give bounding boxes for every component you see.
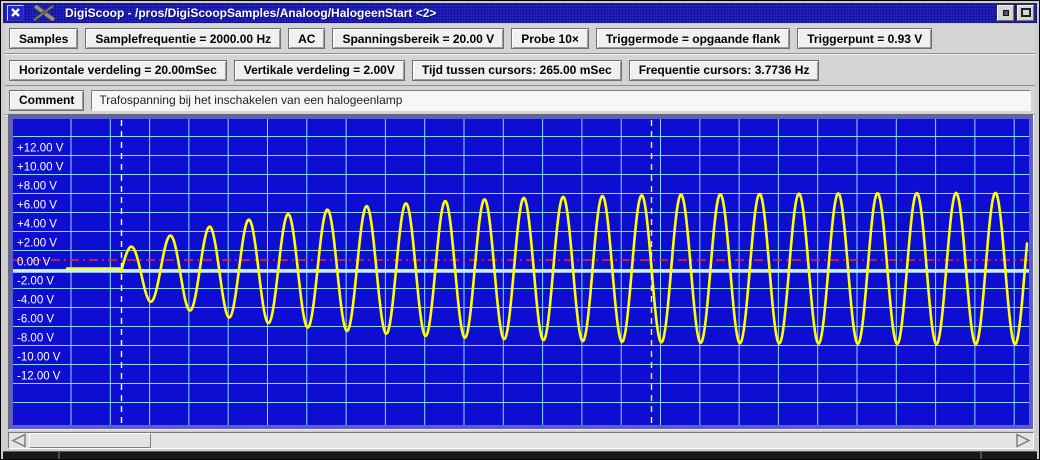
maximize-icon	[1020, 8, 1031, 17]
scope-plot[interactable]: +12.00 V +10.00 V +8.00 V +6.00 V +4.00 V +2.…	[13, 119, 1029, 425]
window-bottom-handle[interactable]	[3, 451, 1037, 459]
close-button[interactable]	[7, 4, 24, 21]
scroll-right-arrow[interactable]	[1014, 433, 1032, 448]
horizontale-verdeling-display[interactable]: Horizontale verdeling = 20.00mSec	[9, 59, 227, 81]
scrollbar-thumb[interactable]	[29, 433, 151, 448]
voltage-tick-label: +6.00 V	[17, 200, 57, 212]
samplefrequentie-display[interactable]: Samplefrequentie = 2000.00 Hz	[85, 28, 282, 49]
title-bar[interactable]: DigiScoop - /pros/DigiScoopSamples/Analo…	[3, 3, 1037, 23]
voltage-tick-label: -6.00 V	[17, 314, 54, 326]
toolbar-row2: Horizontale verdeling = 20.00mSec Vertika…	[5, 55, 1035, 85]
voltage-tick-label: 0.00 V	[17, 257, 51, 269]
handle-notch-left	[58, 452, 60, 459]
voltage-tick-label: -2.00 V	[17, 276, 54, 288]
triggermode-display[interactable]: Triggermode = opgaande flank	[595, 28, 791, 49]
voltage-tick-label: -8.00 V	[17, 333, 54, 345]
frequentie-cursors-display[interactable]: Frequentie cursors: 3.7736 Hz	[628, 59, 820, 81]
voltage-tick-label: +10.00 V	[17, 162, 64, 174]
tijd-tussen-cursors-display[interactable]: Tijd tussen cursors: 265.00 mSec	[411, 59, 622, 81]
handle-notch-right	[980, 452, 982, 459]
oscilloscope-display[interactable]: +12.00 V +10.00 V +8.00 V +6.00 V +4.00 V +2.…	[8, 114, 1034, 430]
voltage-tick-label: +2.00 V	[17, 238, 57, 250]
scroll-left-arrow[interactable]	[10, 433, 28, 448]
comment-button[interactable]: Comment	[9, 89, 85, 111]
voltage-tick-label: -10.00 V	[17, 352, 61, 364]
spanningsbereik-display[interactable]: Spanningsbereik = 20.00 V	[332, 28, 505, 49]
toolbar-row1: Samples Samplefrequentie = 2000.00 Hz AC Sp…	[5, 24, 1035, 53]
maximize-button[interactable]	[1016, 3, 1035, 22]
voltage-tick-label: -4.00 V	[17, 295, 54, 307]
ac-button[interactable]: AC	[288, 28, 326, 49]
iconify-icon	[1002, 9, 1009, 16]
window-title: DigiScoop - /pros/DigiScoopSamples/Analo…	[65, 5, 437, 20]
horizontal-scrollbar[interactable]	[8, 432, 1034, 449]
triggerpunt-display[interactable]: Triggerpunt = 0.93 V	[797, 28, 933, 49]
voltage-tick-label: +12.00 V	[17, 143, 64, 155]
samples-button[interactable]: Samples	[9, 28, 79, 49]
voltage-tick-label: -12.00 V	[17, 371, 61, 383]
vertikale-verdeling-display[interactable]: Vertikale verdeling = 2.00V	[233, 59, 405, 81]
voltage-tick-label: +8.00 V	[17, 181, 57, 193]
comment-row: Comment Trafospanning bij het inschakele…	[5, 86, 1035, 114]
voltage-tick-label: +4.00 V	[17, 219, 57, 231]
x11-logo-icon	[32, 4, 56, 21]
iconify-button[interactable]	[996, 3, 1015, 22]
probe-display[interactable]: Probe 10×	[511, 28, 589, 49]
waveform-trace	[65, 191, 1029, 346]
comment-field[interactable]: Trafospanning bij het inschakelen van ee…	[91, 89, 1031, 111]
close-icon	[11, 8, 20, 17]
